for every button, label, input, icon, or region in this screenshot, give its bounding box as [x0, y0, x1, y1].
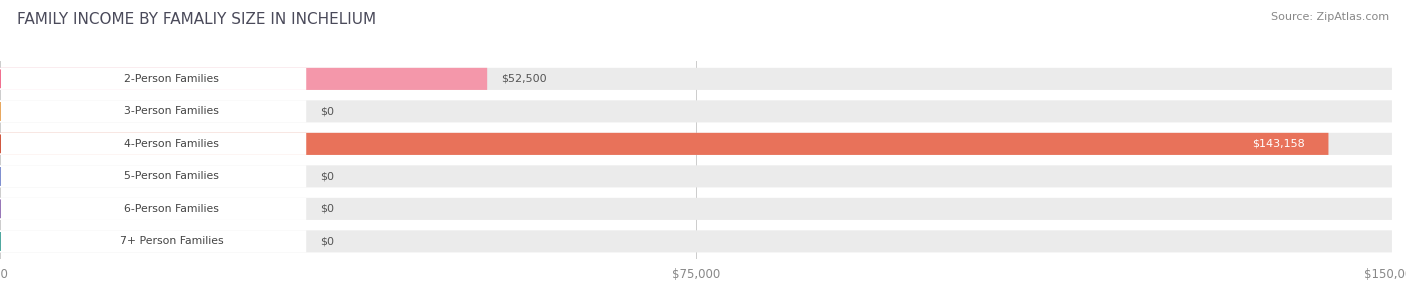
- FancyBboxPatch shape: [0, 100, 1392, 122]
- Text: $143,158: $143,158: [1253, 139, 1305, 149]
- FancyBboxPatch shape: [0, 198, 1392, 220]
- FancyBboxPatch shape: [0, 100, 307, 122]
- FancyBboxPatch shape: [0, 133, 1392, 155]
- Text: FAMILY INCOME BY FAMALIY SIZE IN INCHELIUM: FAMILY INCOME BY FAMALIY SIZE IN INCHELI…: [17, 12, 375, 27]
- Text: 5-Person Families: 5-Person Families: [124, 171, 219, 181]
- FancyBboxPatch shape: [0, 68, 1392, 90]
- FancyBboxPatch shape: [0, 165, 1392, 188]
- FancyBboxPatch shape: [0, 230, 1392, 253]
- Text: 4-Person Families: 4-Person Families: [124, 139, 219, 149]
- Text: 3-Person Families: 3-Person Families: [124, 106, 219, 117]
- Text: $52,500: $52,500: [501, 74, 547, 84]
- Text: $0: $0: [321, 204, 335, 214]
- FancyBboxPatch shape: [0, 68, 307, 90]
- FancyBboxPatch shape: [0, 198, 307, 220]
- Text: 7+ Person Families: 7+ Person Families: [120, 236, 224, 246]
- Text: $0: $0: [321, 106, 335, 117]
- FancyBboxPatch shape: [0, 133, 307, 155]
- Text: 6-Person Families: 6-Person Families: [124, 204, 219, 214]
- Text: 2-Person Families: 2-Person Families: [124, 74, 219, 84]
- FancyBboxPatch shape: [0, 68, 488, 90]
- FancyBboxPatch shape: [0, 133, 1329, 155]
- Text: Source: ZipAtlas.com: Source: ZipAtlas.com: [1271, 12, 1389, 22]
- FancyBboxPatch shape: [0, 230, 307, 253]
- Text: $0: $0: [321, 171, 335, 181]
- Text: $0: $0: [321, 236, 335, 246]
- FancyBboxPatch shape: [0, 165, 307, 188]
